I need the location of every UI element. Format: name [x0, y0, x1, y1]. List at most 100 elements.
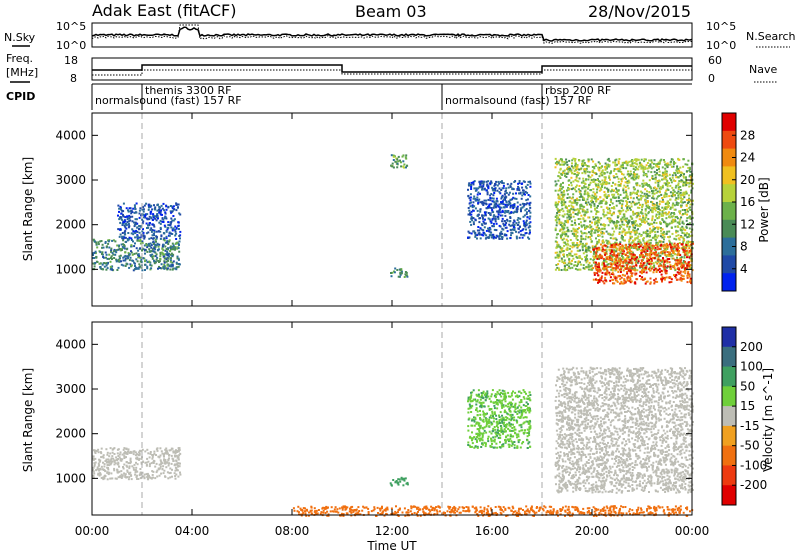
power-pixel: [641, 251, 644, 253]
power-pixel: [401, 155, 404, 158]
power-pixel: [576, 249, 579, 252]
power-pixel: [606, 240, 609, 243]
power-pixel: [119, 208, 122, 211]
power-pixel: [130, 237, 133, 240]
power-pixel: [608, 164, 611, 167]
velocity-pixel: [126, 470, 129, 473]
power-pixel: [608, 175, 611, 178]
power-pixel: [626, 197, 629, 200]
power-pixel: [114, 240, 117, 243]
velocity-pixel: [146, 476, 149, 478]
velocity-pixel: [130, 451, 133, 454]
power-pixel: [139, 265, 142, 268]
power-pixel: [169, 232, 172, 235]
velocity-pixel: [129, 459, 132, 462]
velocity-pixel: [108, 464, 111, 467]
power-pixel: [125, 263, 128, 266]
power-pixel: [689, 206, 692, 209]
power-pixel: [576, 174, 579, 176]
power-pixel: [619, 165, 622, 168]
power-pixel: [641, 267, 644, 270]
power-pixel: [598, 258, 601, 260]
power-pixel: [658, 211, 661, 214]
power-pixel: [559, 209, 562, 212]
power-pixel: [660, 214, 663, 217]
power-pixel: [632, 229, 634, 232]
power-pixel: [470, 216, 473, 218]
velocity-pixel: [108, 461, 111, 464]
power-pixel: [644, 199, 646, 202]
power-pixel: [668, 211, 670, 214]
power-pixel: [648, 261, 651, 264]
power-pixel: [650, 267, 653, 270]
power-pixel: [607, 263, 610, 265]
power-pixel: [557, 193, 560, 196]
power-pixel: [136, 230, 139, 233]
velocity-pixel: [157, 455, 160, 458]
power-pixel: [604, 276, 607, 279]
power-pixel: [634, 177, 637, 180]
power-pixel: [590, 206, 592, 209]
power-pixel: [162, 238, 165, 241]
power-pixel: [681, 275, 684, 278]
power-pixel: [683, 232, 686, 235]
power-pixel: [604, 193, 607, 196]
power-pixel: [177, 265, 180, 268]
power-pixel: [614, 159, 617, 162]
power-pixel: [690, 191, 693, 194]
power-pixel: [478, 180, 481, 183]
power-pixel: [607, 165, 610, 168]
power-pixel: [603, 282, 606, 285]
power-pixel: [641, 191, 644, 194]
power-pixel: [684, 246, 687, 249]
power-pixel: [471, 206, 474, 209]
power-pixel: [690, 177, 693, 180]
power-pixel: [645, 195, 648, 198]
velocity-pixel: [100, 456, 103, 459]
power-pixel: [605, 265, 608, 268]
power-pixel: [641, 270, 643, 272]
power-pixel: [485, 211, 488, 214]
power-pixel: [400, 165, 403, 168]
power-pixel: [526, 216, 529, 219]
power-pixel: [632, 165, 635, 168]
power-pixel: [649, 186, 652, 189]
power-pixel: [527, 180, 530, 183]
power-pixel: [503, 224, 505, 227]
power-pixel: [634, 192, 637, 195]
power-pixel: [633, 201, 636, 204]
velocity-pixel: [130, 478, 133, 481]
power-pixel: [522, 228, 525, 231]
power-pixel: [651, 161, 654, 164]
power-pixel: [503, 193, 506, 196]
power-pixel: [690, 200, 693, 203]
power-pixel: [108, 239, 111, 242]
power-pixel: [554, 229, 557, 232]
power-pixel: [651, 207, 654, 209]
power-pixel: [575, 175, 578, 178]
power-pixel: [171, 205, 174, 208]
power-pixel: [122, 215, 125, 218]
power-pixel: [617, 275, 620, 278]
power-pixel: [655, 269, 658, 272]
power-pixel: [528, 237, 531, 240]
velocity-pixel: [93, 465, 96, 468]
power-pixel: [631, 267, 634, 270]
power-pixel: [601, 170, 604, 173]
power-pixel: [570, 263, 573, 266]
power-pixel: [526, 211, 528, 214]
velocity-pixel: [169, 467, 172, 470]
power-pixel: [485, 207, 488, 210]
power-pixel: [155, 240, 157, 243]
power-pixel: [666, 260, 669, 263]
power-pixel: [644, 282, 647, 285]
power-pixel: [592, 267, 595, 270]
power-pixel: [165, 217, 168, 220]
power-pixel: [124, 251, 127, 254]
power-pixel: [166, 256, 169, 259]
power-pixel: [178, 240, 181, 243]
power-pixel: [688, 169, 691, 172]
power-pixel: [633, 176, 636, 178]
power-pixel: [164, 211, 167, 214]
power-pixel: [141, 218, 144, 221]
